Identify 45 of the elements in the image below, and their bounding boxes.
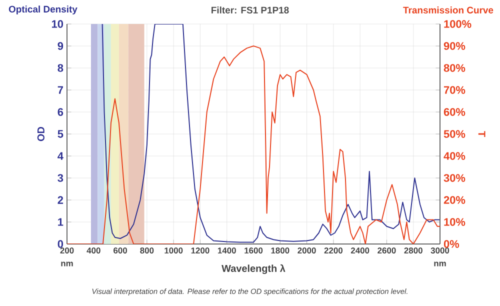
text: Transmission Curve bbox=[403, 6, 494, 14]
x-tick-label: 2400 bbox=[350, 248, 370, 254]
y2-tick-label: 50% bbox=[444, 130, 466, 138]
x-tick-label: 2000 bbox=[298, 248, 316, 254]
y-tick-label: 2 bbox=[58, 196, 64, 204]
x-tick-label: 1000 bbox=[164, 248, 183, 254]
y-tick-label: 4 bbox=[58, 152, 64, 160]
x-tick-label: 3000 bbox=[430, 248, 450, 254]
x-tick-label: 1800 bbox=[271, 248, 290, 254]
y2-tick-label: 10% bbox=[444, 218, 466, 226]
y2-tick-label: 60% bbox=[444, 108, 466, 116]
y-tick-label: 7 bbox=[58, 86, 63, 94]
y-tick-label: 8 bbox=[58, 64, 64, 72]
y2-tick-label: 100% bbox=[444, 20, 472, 28]
chart-title: Filter: FS1 P1P18 bbox=[212, 6, 289, 14]
y2-tick-label: 20% bbox=[444, 196, 466, 204]
x-tick-label: 1600 bbox=[244, 248, 263, 254]
y2-axis-title: T bbox=[478, 131, 486, 137]
y-axis-title: OD bbox=[37, 126, 44, 142]
y2-tick-label: 0% bbox=[444, 240, 460, 248]
y2-tick-label: 70% bbox=[444, 86, 466, 94]
y2-tick-label: 90% bbox=[444, 42, 466, 50]
y2-tick-label: 30% bbox=[444, 174, 466, 182]
x-tick-label: 2800 bbox=[404, 248, 422, 254]
y-tick-label: 0 bbox=[58, 240, 64, 248]
text: Optical Density bbox=[8, 6, 78, 14]
x-tick-label: 800 bbox=[140, 248, 154, 254]
y-tick-label: 1 bbox=[58, 218, 64, 226]
x-tick-label: 400 bbox=[86, 248, 100, 254]
y2-tick-label: 40% bbox=[444, 152, 466, 160]
y-tick-label: 5 bbox=[58, 130, 64, 138]
y-tick-label: 3 bbox=[58, 174, 64, 182]
y-tick-label: 9 bbox=[58, 42, 64, 50]
x-tick-label: 200 bbox=[60, 248, 74, 254]
text: nm bbox=[61, 262, 73, 266]
x-tick-label: 600 bbox=[114, 248, 127, 254]
x-axis-title: Wavelength λ bbox=[222, 264, 286, 274]
x-tick-label: 2200 bbox=[324, 248, 342, 254]
x-tick-label: 1400 bbox=[218, 248, 236, 254]
text: nm bbox=[434, 262, 446, 266]
y-tick-label: 10 bbox=[52, 20, 64, 28]
x-tick-label: 1200 bbox=[191, 248, 210, 254]
y2-tick-label: 80% bbox=[444, 64, 466, 72]
x-tick-label: 2600 bbox=[378, 248, 396, 254]
y-tick-label: 6 bbox=[58, 108, 64, 116]
